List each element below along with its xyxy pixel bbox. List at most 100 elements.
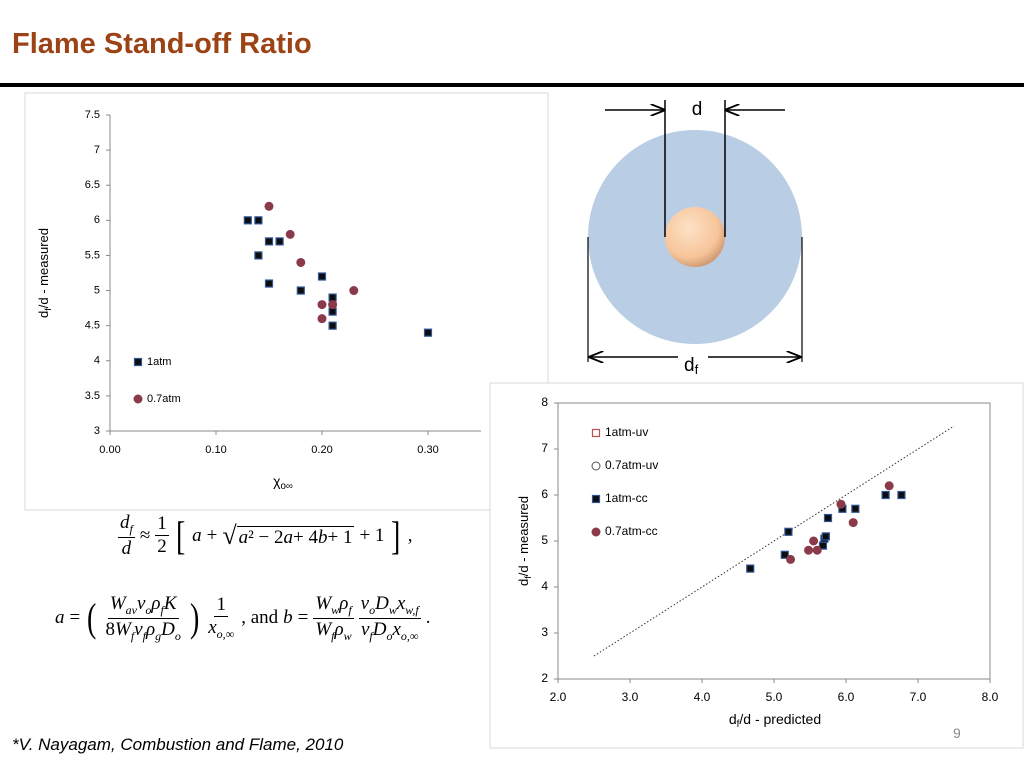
label-part: d <box>729 711 737 727</box>
label-part: f <box>43 308 53 311</box>
y-axis-label: df/d - measured <box>516 496 533 586</box>
numerator: 1 <box>214 594 228 618</box>
legend-marker <box>591 428 601 438</box>
point <box>881 490 890 500</box>
y-tick-label: 8 <box>541 395 548 409</box>
chart-frame <box>24 92 549 511</box>
point <box>328 293 337 302</box>
legend-label: 1atm <box>147 356 171 368</box>
label-part: d <box>684 355 695 376</box>
subscript: f <box>160 602 164 617</box>
x-tick-label: 4.0 <box>694 690 711 704</box>
y-tick-label: 6.5 <box>85 179 100 191</box>
label-part: d <box>516 579 531 586</box>
droplet <box>665 207 725 267</box>
legend-label: 0.7atm-cc <box>605 524 658 538</box>
y-tick-label: 3 <box>541 625 548 639</box>
point <box>784 527 793 536</box>
symbol: b <box>318 526 328 548</box>
variable: a <box>284 527 294 549</box>
variable: ρg <box>146 619 161 644</box>
subscript: g <box>155 628 162 643</box>
variable: df <box>120 512 133 537</box>
subscript: o,∞ <box>400 628 419 643</box>
point <box>243 216 252 225</box>
legend-label: 0.7atm <box>147 393 181 405</box>
legend-label: 0.7atm-uv <box>605 458 658 472</box>
symbol: b <box>283 607 293 629</box>
x-axis-label: df/d - predicted <box>729 711 821 730</box>
legend-marker <box>133 357 143 367</box>
denominator: 2 <box>155 536 169 558</box>
variable: Wav <box>110 593 137 618</box>
variable: ρw <box>335 619 352 644</box>
variable: Ww <box>315 593 339 618</box>
variable: a <box>239 527 249 549</box>
point <box>851 504 860 513</box>
variable: K <box>164 593 177 615</box>
symbol: a <box>192 524 202 546</box>
point <box>254 216 263 225</box>
subscript: o <box>174 628 181 643</box>
symbol: W <box>315 593 332 614</box>
numerator: νo Dw xw,f <box>358 593 421 619</box>
variable: a <box>55 607 65 629</box>
symbol: ν <box>134 618 143 640</box>
denominator: νf Do xo,∞ <box>359 619 421 644</box>
symbol: d <box>121 537 132 559</box>
point <box>746 564 755 573</box>
subscript: f <box>348 602 352 617</box>
legend-marker <box>133 394 143 404</box>
variable: xo,∞ <box>208 617 234 642</box>
x-tick-label: 3.0 <box>622 690 639 704</box>
x-tick-label: 5.0 <box>766 690 783 704</box>
denominator: d <box>120 538 134 560</box>
symbol: D <box>161 618 175 640</box>
legend-label: 1atm-uv <box>605 425 648 439</box>
x-tick-label: 2.0 <box>550 690 567 704</box>
label-part: /d - measured <box>36 228 51 308</box>
math-text: . <box>425 607 431 629</box>
math-text: = <box>69 607 81 629</box>
legend-marker <box>591 494 601 504</box>
x-tick-label: 0.10 <box>205 444 226 456</box>
fraction: 1 xo,∞ <box>206 594 236 642</box>
variable: νf <box>361 619 373 644</box>
x-tick-label: 6.0 <box>838 690 855 704</box>
y-tick-label: 4 <box>94 355 100 367</box>
point <box>423 328 433 337</box>
point <box>328 321 337 330</box>
symbol: D <box>375 593 389 614</box>
subscript: av <box>125 602 137 617</box>
radical: √ <box>222 520 237 550</box>
point <box>317 314 327 324</box>
subscript: w <box>388 602 397 617</box>
legend-marker <box>591 527 601 537</box>
point <box>821 532 830 541</box>
variable: xw,f <box>397 593 419 618</box>
point <box>809 536 819 546</box>
point <box>264 201 274 211</box>
bracket: ( <box>87 595 97 641</box>
y-tick-label: 5 <box>541 533 548 547</box>
d-label: d <box>692 99 703 120</box>
math-text: , <box>407 524 413 546</box>
numerator: 1 <box>155 513 169 537</box>
label-part: χ <box>273 473 281 489</box>
point <box>349 286 359 296</box>
bracket: ] <box>391 512 401 558</box>
label-bg <box>678 352 708 380</box>
diagram: d df <box>587 99 803 380</box>
y-tick-label: 3 <box>94 425 100 437</box>
reference-line <box>593 425 955 657</box>
symbol: x <box>208 617 217 639</box>
variable: b <box>283 607 293 629</box>
chart-frame <box>489 382 1024 749</box>
symbol: a <box>55 607 65 629</box>
point <box>804 545 814 555</box>
y-tick-label: 7.5 <box>85 109 100 121</box>
symbol: W <box>109 593 126 614</box>
